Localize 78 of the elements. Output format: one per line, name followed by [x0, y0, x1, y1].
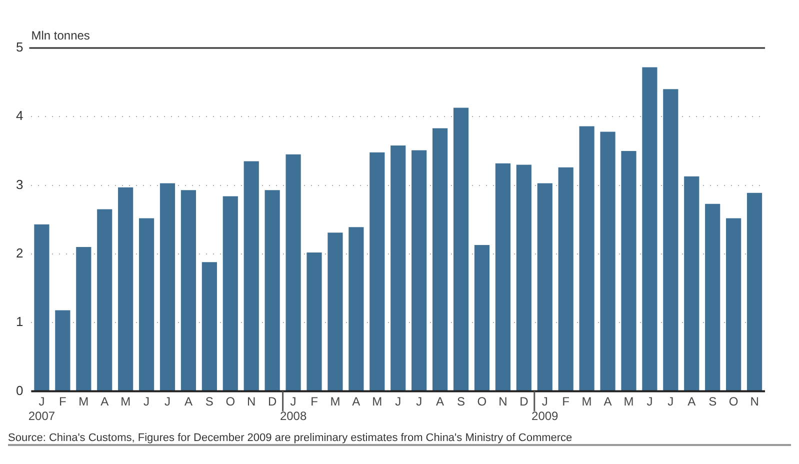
y-tick-label: 2	[16, 246, 24, 260]
x-tick-label: A	[604, 394, 612, 409]
bar	[663, 89, 678, 391]
bar	[118, 187, 134, 391]
bar	[76, 247, 92, 391]
x-tick-label: F	[59, 394, 66, 409]
x-tick-label: A	[100, 394, 109, 409]
x-tick-label: J	[668, 394, 674, 409]
x-tick-label: J 2008	[280, 394, 307, 424]
bar	[600, 132, 616, 391]
bar	[138, 218, 154, 391]
bar	[558, 167, 574, 391]
x-tick-label: J	[395, 394, 402, 409]
bar	[474, 244, 490, 391]
x-tick-label: O	[226, 394, 236, 409]
bar	[516, 164, 532, 391]
bar	[579, 126, 594, 391]
x-tick-label: A	[436, 394, 444, 409]
bar	[621, 150, 636, 391]
x-tick-label: M	[120, 394, 131, 409]
x-tick-label: N	[247, 394, 256, 409]
y-tick-label: 5	[16, 40, 24, 55]
source-note: Source: China's Customs, Figures for December 2009 are preliminary estimates from China's Ministry of Commerce	[8, 428, 791, 446]
x-tick-label: S	[457, 394, 466, 409]
bar	[34, 224, 50, 391]
bar	[746, 192, 762, 391]
bar	[453, 108, 469, 391]
x-tick-label: N	[498, 394, 508, 409]
x-tick-label: J 2007	[28, 394, 56, 424]
x-tick-label: D	[520, 394, 529, 409]
x-tick-label: N	[750, 394, 759, 409]
bar	[370, 152, 385, 391]
x-tick-label: A	[184, 394, 192, 409]
x-tick-label: F	[310, 394, 318, 409]
bar	[390, 145, 406, 391]
bar	[705, 204, 720, 391]
x-tick-label: A	[688, 394, 696, 409]
x-tick-label: M	[330, 394, 340, 409]
bar	[537, 183, 552, 391]
x-tick-label: M	[624, 394, 634, 409]
x-tick-label: S	[205, 394, 214, 409]
x-tick-label: J 2009	[532, 394, 559, 424]
bar	[726, 218, 742, 391]
y-tick-label: 4	[16, 108, 24, 124]
y-tick-label: 1	[16, 314, 24, 330]
bar	[180, 190, 196, 391]
bar	[328, 232, 343, 391]
x-tick-label: F	[562, 394, 570, 409]
bar	[55, 310, 70, 391]
bar	[264, 190, 280, 391]
bar	[244, 161, 259, 391]
x-tick-label: D	[268, 394, 277, 409]
x-tick-label: M	[78, 394, 89, 409]
bar	[412, 150, 427, 391]
bar	[97, 209, 112, 391]
x-tick-label: O	[477, 394, 487, 409]
y-tick-label: 0	[16, 382, 24, 398]
x-tick-label: S	[708, 394, 717, 409]
x-tick-label: M	[582, 394, 592, 409]
x-tick-label: J	[416, 394, 422, 409]
x-tick-label: J	[144, 394, 150, 409]
bar	[684, 176, 700, 391]
bar	[495, 163, 510, 391]
bar	[306, 252, 322, 391]
y-tick-label: 3	[16, 176, 24, 192]
bar	[642, 67, 658, 391]
bar	[160, 183, 176, 391]
x-tick-label: J	[646, 394, 653, 409]
y-axis-title: Mln tonnes	[31, 28, 90, 42]
x-tick-label: A	[352, 394, 360, 409]
x-tick-label: M	[372, 394, 382, 409]
bar	[202, 262, 217, 391]
x-tick-label: J	[164, 394, 170, 409]
bar	[348, 227, 364, 391]
bar	[432, 128, 448, 391]
bar	[286, 154, 301, 391]
bar	[222, 196, 238, 391]
x-tick-label: O	[728, 394, 738, 409]
